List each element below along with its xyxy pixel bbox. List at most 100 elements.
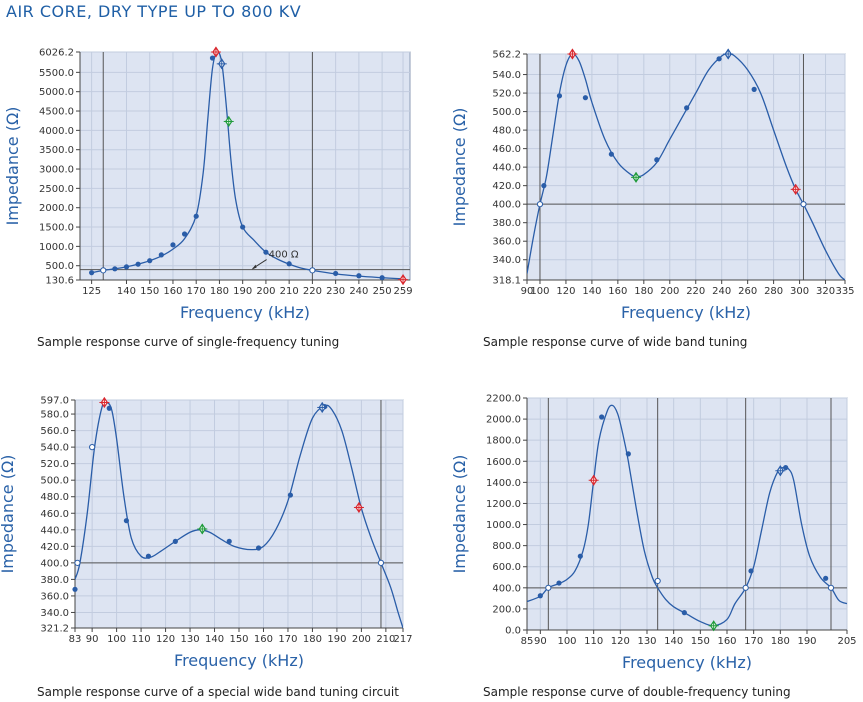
y-tick-label: 0.0 [505, 626, 521, 637]
y-tick-label: 360.0 [492, 237, 521, 248]
y-tick-label: 130.6 [45, 276, 74, 287]
y-tick-label: 500.0 [45, 261, 74, 272]
hollow-marker [545, 584, 552, 591]
y-tick-label: 520.0 [492, 89, 521, 100]
y-tick-label: 318.1 [492, 276, 521, 287]
data-point [89, 270, 95, 276]
y-tick-label: 6026.2 [39, 48, 74, 59]
y-tick-label: 380.0 [40, 575, 69, 586]
y-tick-label: 420.0 [40, 542, 69, 553]
data-point [625, 451, 631, 457]
data-point [286, 261, 292, 267]
x-tick-label: 110 [132, 634, 151, 645]
hollow-marker [536, 201, 544, 208]
data-point [681, 610, 687, 616]
data-point [599, 414, 605, 420]
x-tick-label: 190 [327, 634, 346, 645]
x-tick-label: 180 [303, 634, 322, 645]
data-point [123, 264, 130, 270]
data-point [356, 273, 362, 279]
caption-wide-band: Sample response curve of wide band tunin… [483, 335, 748, 349]
y-tick-label: 460.0 [40, 509, 69, 520]
x-axis-title: Frequency (kHz) [622, 653, 752, 672]
data-point [106, 405, 112, 411]
y-tick-label: 4500.0 [39, 107, 74, 118]
x-tick-label: 190 [233, 286, 252, 297]
data-point [255, 545, 262, 551]
y-tick-label: 562.2 [492, 50, 521, 61]
response-curve [75, 401, 403, 628]
x-tick-label: 250 [373, 286, 392, 297]
y-tick-label: 500.0 [492, 107, 521, 118]
y-tick-label: 1500.0 [39, 223, 74, 234]
x-tick-label: 180 [210, 286, 229, 297]
data-point [240, 224, 246, 230]
caption-double-frequency: Sample response curve of double-frequenc… [483, 685, 791, 699]
double-frequency-chart: 0.0 200.0 400.0 600.0 800.0 1000.0 1200.0 1400.… [450, 394, 857, 673]
hollow-marker [800, 201, 807, 208]
y-axis-title: Impedance (Ω) [3, 107, 22, 226]
x-tick-label: 125 [82, 286, 101, 297]
y-tick-label: 420.0 [492, 181, 521, 192]
caption-special-wide-band: Sample response curve of a special wide … [37, 685, 399, 699]
data-point [135, 261, 141, 267]
x-tick-label: 110 [584, 636, 603, 647]
data-point [541, 183, 547, 189]
x-tick-label: 280 [764, 286, 783, 297]
caption-single-frequency: Sample response curve of single-frequenc… [37, 335, 340, 349]
data-point [577, 553, 583, 559]
x-tick-label: 160 [717, 636, 736, 647]
data-point [263, 249, 269, 255]
x-tick-label: 90 [86, 634, 99, 645]
x-tick-label: 120 [156, 634, 175, 645]
y-tick-label: 1600.0 [486, 457, 521, 468]
y-tick-label: 340.0 [492, 255, 521, 266]
y-tick-label: 200.0 [492, 604, 521, 615]
x-tick-label: 90 [534, 636, 547, 647]
x-tick-label: 190 [797, 636, 816, 647]
hollow-marker [654, 577, 661, 585]
y-tick-label: 540.0 [40, 443, 69, 454]
y-tick-label: 580.0 [40, 410, 69, 421]
y-tick-label: 480.0 [492, 126, 521, 137]
x-tick-label: 210 [280, 286, 299, 297]
data-point [72, 586, 78, 592]
x-tick-label: 150 [140, 286, 159, 297]
data-point [716, 56, 722, 62]
x-tick-label: 240 [349, 286, 368, 297]
y-tick-label: 1400.0 [486, 478, 521, 489]
y-tick-label: 400.0 [40, 558, 69, 569]
data-point [123, 518, 130, 524]
y-tick-label: 400.0 [492, 583, 521, 594]
x-tick-label: 335 [835, 286, 854, 297]
annotation-arrowhead [251, 264, 257, 270]
data-point [145, 553, 152, 559]
y-tick-label: 380.0 [492, 218, 521, 229]
y-tick-label: 440.0 [492, 163, 521, 174]
y-tick-label: 2000.0 [486, 415, 521, 426]
y-tick-label: 5000.0 [39, 87, 74, 98]
x-tick-label: 220 [303, 286, 322, 297]
y-tick-label: 597.0 [40, 396, 69, 407]
x-axis-title: Frequency (kHz) [621, 303, 751, 322]
y-tick-label: 480.0 [40, 492, 69, 503]
y-tick-label: 560.0 [40, 426, 69, 437]
data-point [783, 465, 789, 471]
hollow-marker [74, 559, 81, 566]
x-tick-label: 200 [256, 286, 275, 297]
x-tick-label: 130 [637, 636, 656, 647]
x-axis-title: Frequency (kHz) [180, 303, 310, 322]
y-tick-label: 1800.0 [486, 436, 521, 447]
data-point [684, 105, 690, 111]
y-tick-label: 1000.0 [39, 242, 74, 253]
y-tick-label: 2200.0 [486, 394, 521, 405]
y-tick-label: 540.0 [492, 70, 521, 81]
x-tick-label: 100 [107, 634, 126, 645]
data-point [748, 568, 754, 574]
data-point [147, 258, 153, 264]
x-tick-label: 200 [660, 286, 679, 297]
y-tick-label: 340.0 [40, 608, 69, 619]
data-point [556, 93, 563, 99]
x-tick-label: 85 [521, 636, 534, 647]
y-tick-label: 400.0 [492, 200, 521, 211]
